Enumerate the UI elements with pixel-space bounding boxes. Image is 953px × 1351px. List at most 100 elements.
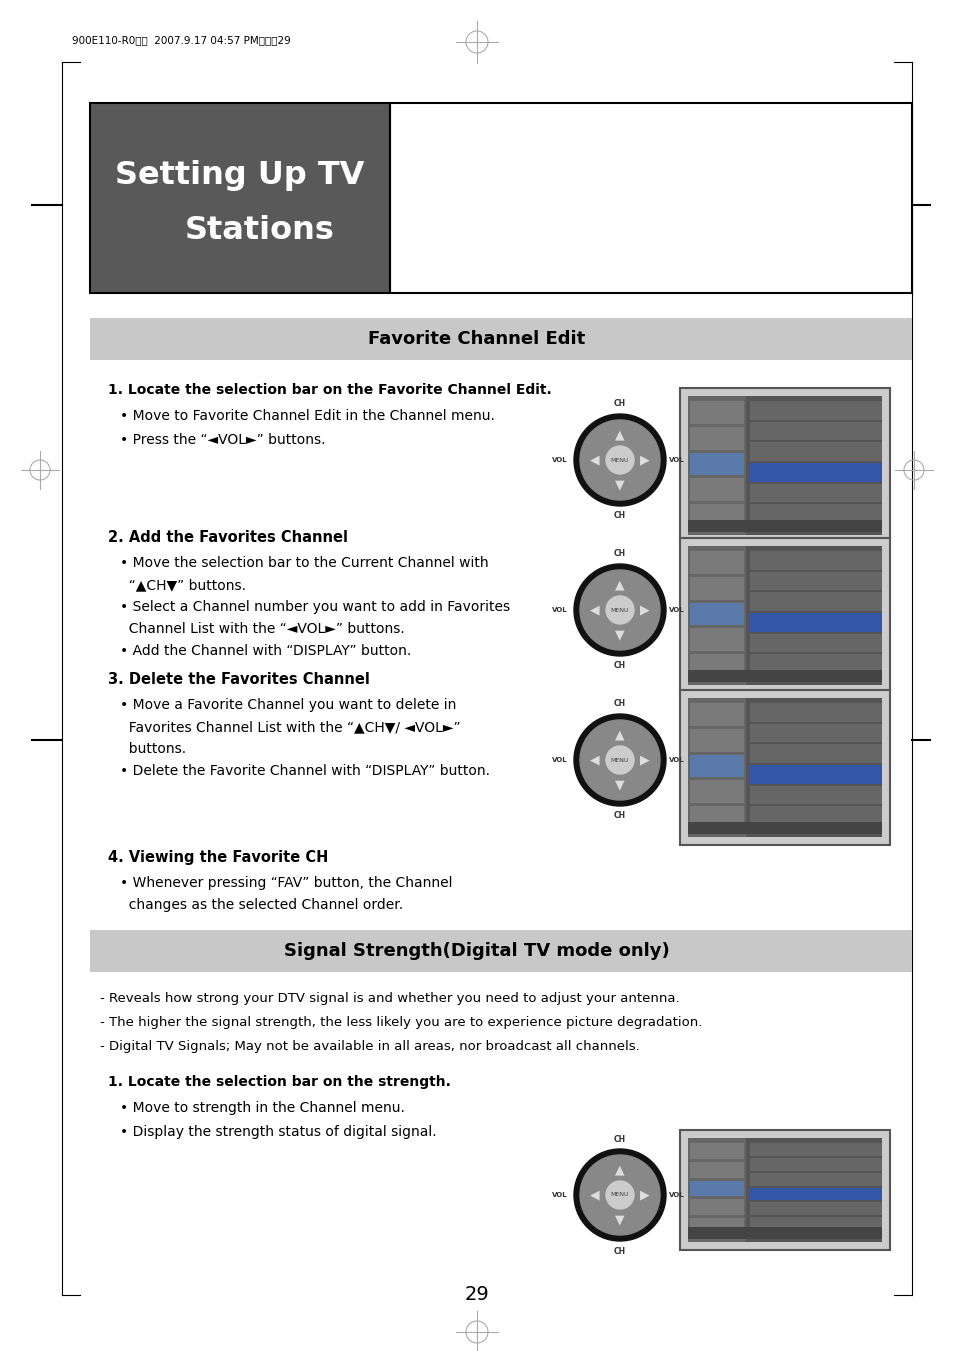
- Bar: [749, 786, 882, 804]
- Text: ▼: ▼: [615, 628, 624, 642]
- Text: - Digital TV Signals; May not be available in all areas, nor broadcast all chann: - Digital TV Signals; May not be availab…: [100, 1040, 639, 1052]
- Text: - Reveals how strong your DTV signal is and whether you need to adjust your ante: - Reveals how strong your DTV signal is …: [100, 992, 679, 1005]
- Bar: [90, 317, 911, 359]
- Bar: [749, 571, 882, 590]
- Text: • Move a Favorite Channel you want to delete in: • Move a Favorite Channel you want to de…: [120, 698, 456, 712]
- Bar: [749, 744, 882, 763]
- Text: ◀: ◀: [590, 1189, 599, 1201]
- Bar: [390, 103, 911, 293]
- Text: 900E110-R0영어  2007.9.17 04:57 PM페이직29: 900E110-R0영어 2007.9.17 04:57 PM페이직29: [71, 35, 291, 45]
- Text: CH: CH: [614, 812, 625, 820]
- Bar: [749, 1217, 882, 1229]
- Bar: [90, 103, 390, 293]
- Text: CH: CH: [614, 662, 625, 670]
- Text: Favorites Channel List with the “▲CH▼/ ◄VOL►”: Favorites Channel List with the “▲CH▼/ ◄…: [120, 720, 460, 734]
- Bar: [687, 520, 882, 532]
- Circle shape: [574, 1148, 665, 1242]
- Circle shape: [605, 596, 634, 624]
- Text: Signal Strength(Digital TV mode only): Signal Strength(Digital TV mode only): [284, 942, 669, 961]
- Circle shape: [579, 1155, 659, 1235]
- Bar: [679, 388, 889, 543]
- Bar: [749, 592, 882, 611]
- Bar: [749, 724, 882, 742]
- Text: VOL: VOL: [552, 607, 567, 613]
- Text: ▲: ▲: [615, 578, 624, 592]
- Text: ▲: ▲: [615, 728, 624, 742]
- Bar: [90, 103, 390, 293]
- Text: CH: CH: [614, 1135, 625, 1143]
- Text: MENU: MENU: [610, 758, 629, 762]
- Text: CH: CH: [614, 512, 625, 520]
- Circle shape: [579, 570, 659, 650]
- Text: ▶: ▶: [639, 754, 649, 766]
- Circle shape: [574, 563, 665, 657]
- Text: • Select a Channel number you want to add in Favorites: • Select a Channel number you want to ad…: [120, 600, 510, 613]
- Bar: [689, 807, 743, 830]
- Text: ◀: ◀: [590, 454, 599, 466]
- Text: VOL: VOL: [668, 1192, 684, 1198]
- Circle shape: [605, 1181, 634, 1209]
- Bar: [689, 654, 743, 677]
- Bar: [749, 807, 882, 825]
- Bar: [689, 628, 743, 651]
- Circle shape: [579, 720, 659, 800]
- Bar: [689, 1181, 743, 1197]
- Bar: [749, 1158, 882, 1171]
- Text: 1. Locate the selection bar on the strength.: 1. Locate the selection bar on the stren…: [108, 1075, 451, 1089]
- Text: ▲: ▲: [615, 1163, 624, 1177]
- Text: ▼: ▼: [615, 778, 624, 792]
- Bar: [749, 634, 882, 653]
- Text: • Display the strength status of digital signal.: • Display the strength status of digital…: [120, 1125, 436, 1139]
- Bar: [749, 401, 882, 420]
- Text: 3. Delete the Favorites Channel: 3. Delete the Favorites Channel: [108, 671, 370, 688]
- Bar: [687, 546, 882, 685]
- Text: 2. Add the Favorites Channel: 2. Add the Favorites Channel: [108, 530, 348, 544]
- Text: • Move to strength in the Channel menu.: • Move to strength in the Channel menu.: [120, 1101, 404, 1115]
- Text: MENU: MENU: [610, 1193, 629, 1197]
- Bar: [749, 442, 882, 461]
- Text: Setting Up TV: Setting Up TV: [115, 159, 364, 190]
- Text: • Press the “◄VOL►” buttons.: • Press the “◄VOL►” buttons.: [120, 434, 325, 447]
- Bar: [689, 453, 743, 476]
- Bar: [749, 504, 882, 523]
- Bar: [689, 427, 743, 450]
- Text: CH: CH: [614, 700, 625, 708]
- Bar: [687, 396, 745, 535]
- Text: Channel List with the “◄VOL►” buttons.: Channel List with the “◄VOL►” buttons.: [120, 621, 404, 636]
- Bar: [689, 504, 743, 527]
- Bar: [689, 703, 743, 725]
- Bar: [689, 1143, 743, 1159]
- Bar: [749, 422, 882, 440]
- Circle shape: [574, 413, 665, 507]
- Bar: [749, 1188, 882, 1200]
- Bar: [689, 603, 743, 626]
- Text: ▼: ▼: [615, 478, 624, 492]
- Bar: [679, 1129, 889, 1250]
- Bar: [689, 478, 743, 501]
- Circle shape: [579, 420, 659, 500]
- Text: ▼: ▼: [615, 1213, 624, 1227]
- Bar: [689, 755, 743, 777]
- Text: CH: CH: [614, 1247, 625, 1255]
- Bar: [749, 654, 882, 673]
- Text: ▶: ▶: [639, 604, 649, 616]
- Bar: [689, 781, 743, 804]
- Text: ▶: ▶: [639, 1189, 649, 1201]
- Bar: [687, 698, 745, 838]
- Bar: [689, 1162, 743, 1178]
- Text: VOL: VOL: [668, 757, 684, 763]
- Text: Favorite Channel Edit: Favorite Channel Edit: [368, 330, 585, 349]
- Text: MENU: MENU: [610, 608, 629, 612]
- Bar: [687, 821, 882, 834]
- Text: • Move the selection bar to the Current Channel with: • Move the selection bar to the Current …: [120, 557, 488, 570]
- Text: VOL: VOL: [668, 457, 684, 463]
- Text: changes as the selected Channel order.: changes as the selected Channel order.: [120, 898, 403, 912]
- Text: VOL: VOL: [552, 1192, 567, 1198]
- Text: 4. Viewing the Favorite CH: 4. Viewing the Favorite CH: [108, 850, 328, 865]
- Text: ◀: ◀: [590, 604, 599, 616]
- Bar: [749, 551, 882, 570]
- Text: VOL: VOL: [552, 457, 567, 463]
- Text: buttons.: buttons.: [120, 742, 186, 757]
- Bar: [749, 1202, 882, 1215]
- Bar: [689, 577, 743, 600]
